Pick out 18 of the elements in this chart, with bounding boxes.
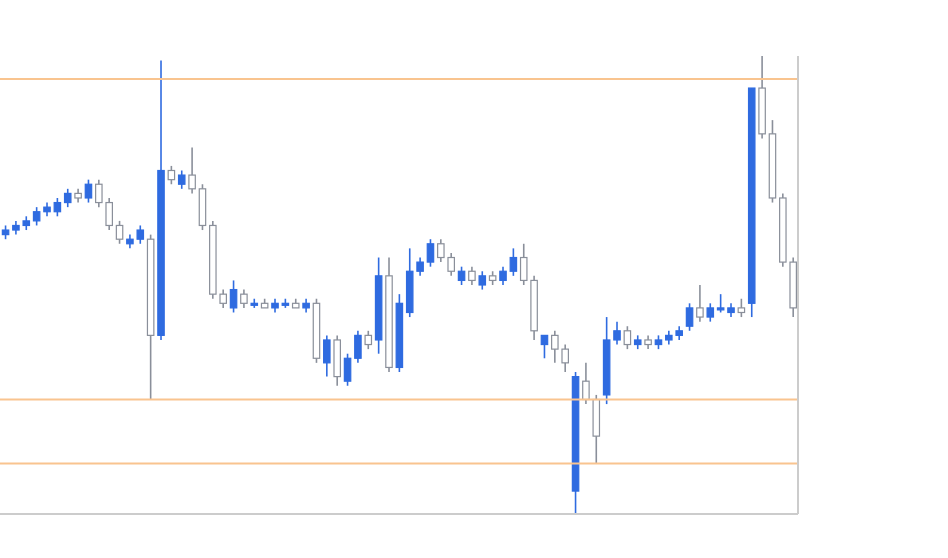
candlestick — [240, 288, 248, 309]
candlestick — [333, 334, 341, 387]
candlestick — [592, 394, 601, 465]
candlestick — [737, 297, 746, 318]
candlestick — [623, 325, 632, 350]
candlestick — [582, 362, 590, 405]
candlestick — [685, 302, 694, 332]
candlestick — [364, 330, 373, 350]
candlestick — [696, 284, 704, 323]
candlestick — [84, 178, 93, 204]
candlestick — [167, 165, 176, 186]
candlestick — [478, 270, 487, 291]
candlestick — [457, 265, 466, 286]
candlestick — [540, 334, 549, 360]
candlestick — [468, 265, 476, 286]
candlestick — [229, 279, 238, 314]
candlestick — [177, 169, 186, 190]
candlestick — [323, 334, 331, 378]
